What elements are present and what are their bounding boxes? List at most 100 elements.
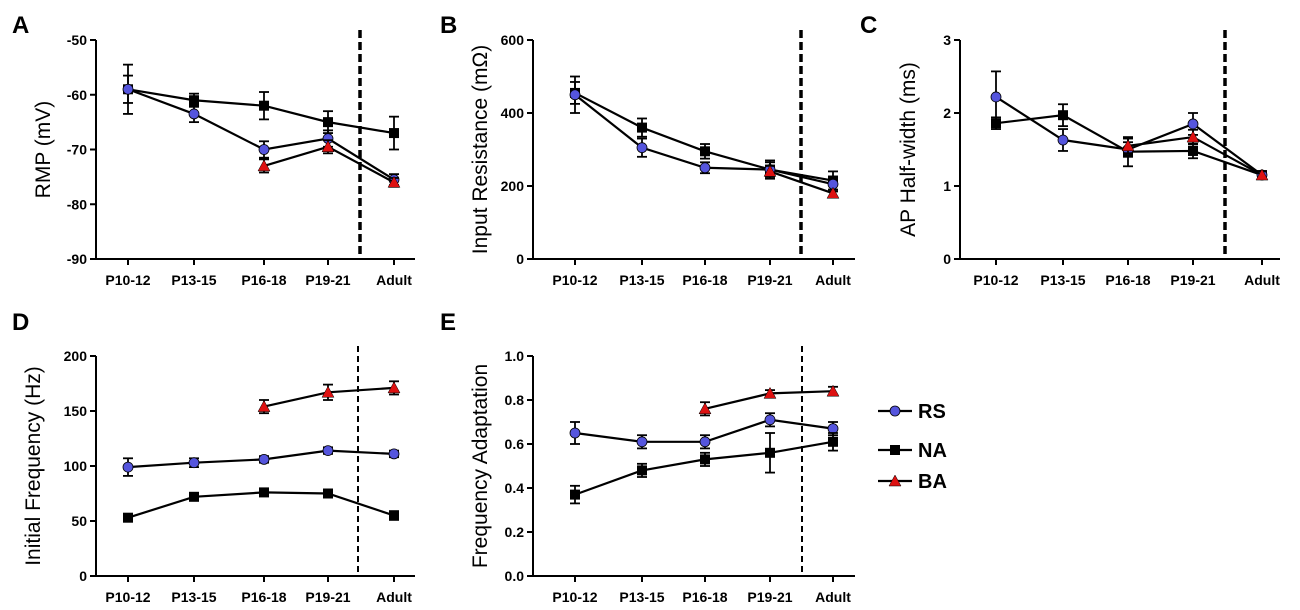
chart-panel-a: A -90 -80 -70 -60 -50 P10-12 P13-15 P16-18 P19-21… bbox=[12, 12, 415, 288]
data-point bbox=[569, 427, 581, 439]
chart-panel-c: C 0 1 2 3 P10-12 P13-15 P16-18 P19-21 Adult AP Hal… bbox=[860, 12, 1280, 288]
data-point bbox=[1255, 168, 1269, 181]
data-point bbox=[322, 445, 334, 457]
chart-panel-d: D 0 50 100 150 200 P10-12 P13-15 P16-18 P19-21 Adu… bbox=[12, 309, 415, 605]
x-tick-label: P19-21 bbox=[305, 272, 350, 288]
y-tick-label: 2 bbox=[943, 105, 951, 121]
data-point bbox=[323, 117, 333, 128]
data-point bbox=[826, 384, 840, 397]
y-tick-label: 0 bbox=[79, 568, 87, 584]
x-tick-label: P16-18 bbox=[682, 272, 727, 288]
y-tick-label: -90 bbox=[67, 251, 87, 267]
data-point bbox=[258, 144, 270, 155]
y-tick-label: 1 bbox=[943, 178, 951, 194]
data-point bbox=[569, 89, 581, 101]
data-point bbox=[257, 159, 271, 172]
data-point bbox=[1188, 145, 1198, 156]
data-point bbox=[990, 91, 1002, 103]
x-tick-label: Adult bbox=[815, 272, 851, 288]
chart-panel-b: B 0 200 400 600 P10-12 P13-15 P16-18 P19-21 Adult… bbox=[440, 12, 855, 288]
series-rs bbox=[122, 445, 400, 477]
y-tick-label: 200 bbox=[501, 178, 525, 194]
data-point bbox=[389, 510, 399, 521]
x-tick-label: P16-18 bbox=[241, 272, 286, 288]
data-point bbox=[188, 457, 200, 469]
data-point bbox=[765, 447, 775, 458]
y-tick-label: 1.0 bbox=[505, 348, 525, 364]
data-point bbox=[763, 386, 777, 399]
x-tick-label: P19-21 bbox=[747, 589, 792, 605]
data-point bbox=[122, 461, 134, 473]
data-point bbox=[123, 512, 133, 523]
data-point bbox=[637, 122, 647, 133]
data-point bbox=[1058, 110, 1068, 121]
data-point bbox=[570, 489, 580, 500]
data-point bbox=[321, 140, 335, 153]
series-line bbox=[769, 170, 834, 195]
series-ba bbox=[257, 139, 401, 188]
x-tick-label: Adult bbox=[1244, 272, 1280, 288]
panel-letter: E bbox=[440, 309, 456, 336]
data-point bbox=[763, 164, 777, 177]
legend-label-na: NA bbox=[918, 440, 947, 462]
data-point bbox=[189, 491, 199, 502]
data-point bbox=[389, 128, 399, 139]
series-na bbox=[123, 487, 399, 523]
x-tick-label: P19-21 bbox=[1170, 272, 1215, 288]
y-tick-label: 150 bbox=[64, 403, 88, 419]
panel-letter: C bbox=[860, 12, 877, 39]
y-tick-label: -80 bbox=[67, 196, 87, 212]
y-tick-label: 0.8 bbox=[505, 392, 525, 408]
y-tick-label: 0.2 bbox=[505, 524, 525, 540]
x-tick-label: Adult bbox=[376, 272, 412, 288]
data-point bbox=[259, 100, 269, 111]
y-tick-label: -70 bbox=[67, 142, 87, 158]
y-tick-label: 3 bbox=[943, 32, 951, 48]
series-ba bbox=[257, 380, 401, 415]
series-na bbox=[123, 63, 399, 151]
series-ba bbox=[1121, 128, 1269, 181]
x-tick-label: P13-15 bbox=[619, 589, 664, 605]
data-point bbox=[323, 488, 333, 499]
data-point bbox=[700, 146, 710, 157]
y-tick-label: -50 bbox=[67, 32, 87, 48]
y-tick-label: 400 bbox=[501, 105, 525, 121]
data-point bbox=[321, 385, 335, 398]
y-tick-label: 0 bbox=[943, 251, 951, 267]
data-point bbox=[1057, 134, 1069, 146]
y-axis-label: Input Resistance (mΩ) bbox=[469, 45, 492, 254]
y-axis-label: Frequency Adaptation bbox=[469, 364, 492, 568]
x-tick-label: P13-15 bbox=[619, 272, 664, 288]
data-point bbox=[387, 381, 401, 394]
data-point bbox=[699, 436, 711, 448]
data-point bbox=[826, 186, 840, 199]
panel-letter: A bbox=[12, 12, 29, 39]
data-point bbox=[122, 83, 134, 95]
x-tick-label: Adult bbox=[376, 589, 412, 605]
series-line bbox=[127, 88, 395, 135]
y-tick-label: 200 bbox=[64, 348, 88, 364]
x-tick-label: P19-21 bbox=[305, 589, 350, 605]
series-line bbox=[263, 145, 395, 184]
series-rs bbox=[569, 412, 839, 450]
x-tick-label: P16-18 bbox=[241, 589, 286, 605]
y-tick-label: 0.6 bbox=[505, 436, 525, 452]
series-na bbox=[570, 432, 838, 505]
data-point bbox=[636, 142, 648, 154]
data-point bbox=[637, 465, 647, 476]
y-tick-label: 0 bbox=[516, 251, 524, 267]
panel-letter: B bbox=[440, 12, 457, 39]
data-point bbox=[698, 402, 712, 415]
x-tick-label: P13-15 bbox=[171, 589, 216, 605]
data-point bbox=[257, 400, 271, 412]
x-tick-label: P10-12 bbox=[552, 272, 597, 288]
y-tick-label: 0.4 bbox=[505, 480, 525, 496]
series-rs bbox=[569, 75, 839, 193]
x-tick-label: P10-12 bbox=[105, 272, 150, 288]
data-point bbox=[699, 162, 711, 174]
series-ba bbox=[698, 384, 840, 417]
x-tick-label: P10-12 bbox=[552, 589, 597, 605]
y-tick-label: -60 bbox=[67, 87, 87, 103]
series-line bbox=[995, 96, 1263, 176]
